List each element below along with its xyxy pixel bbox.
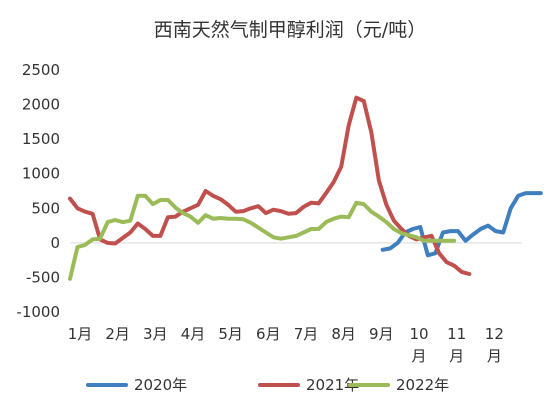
x-tick-label: 3月 bbox=[143, 325, 168, 343]
y-tick-label: 500 bbox=[31, 199, 60, 217]
legend-label: 2020年 bbox=[134, 376, 187, 394]
y-axis: 2500 2000 1500 1000 500 0 -500 -1000 bbox=[16, 61, 60, 321]
chart-title: 西南天然气制甲醇利润（元/吨） bbox=[154, 19, 426, 41]
series-layer bbox=[68, 95, 543, 281]
series-line-2022年 bbox=[68, 193, 457, 281]
x-tick-label: 2月 bbox=[105, 325, 130, 343]
x-tick-label: 7月 bbox=[294, 325, 319, 343]
x-tick-label: 10 bbox=[409, 325, 428, 343]
y-tick-label: 1500 bbox=[22, 130, 60, 148]
series-line-2021年 bbox=[68, 95, 472, 276]
x-tick-label: 11 bbox=[447, 325, 466, 343]
x-tick-label-line2: 月 bbox=[411, 347, 426, 365]
y-tick-label: 2000 bbox=[22, 96, 60, 114]
legend-label: 2022年 bbox=[396, 376, 449, 394]
x-tick-label: 1月 bbox=[68, 325, 93, 343]
x-tick-label: 12 bbox=[485, 325, 504, 343]
x-tick-label-line2: 月 bbox=[449, 347, 464, 365]
x-tick-label: 6月 bbox=[256, 325, 281, 343]
y-tick-label: 0 bbox=[50, 234, 60, 252]
x-tick-label: 8月 bbox=[331, 325, 356, 343]
x-tick-label: 9月 bbox=[369, 325, 394, 343]
legend: 2020年 2021年 2022年 bbox=[86, 376, 449, 394]
x-axis: 1月 2月 3月 4月 5月 6月 7月 8月 9月 10 月 11 月 12 月 bbox=[68, 242, 522, 365]
y-tick-label: 2500 bbox=[22, 61, 60, 79]
series-line-2020年 bbox=[380, 191, 543, 258]
y-tick-label: -500 bbox=[26, 268, 60, 286]
y-tick-label: 1000 bbox=[22, 165, 60, 183]
y-tick-label: -1000 bbox=[16, 303, 60, 321]
legend-label: 2021年 bbox=[306, 376, 359, 394]
x-tick-label: 4月 bbox=[181, 325, 206, 343]
x-tick-label: 5月 bbox=[218, 325, 243, 343]
x-tick-label-line2: 月 bbox=[487, 347, 502, 365]
